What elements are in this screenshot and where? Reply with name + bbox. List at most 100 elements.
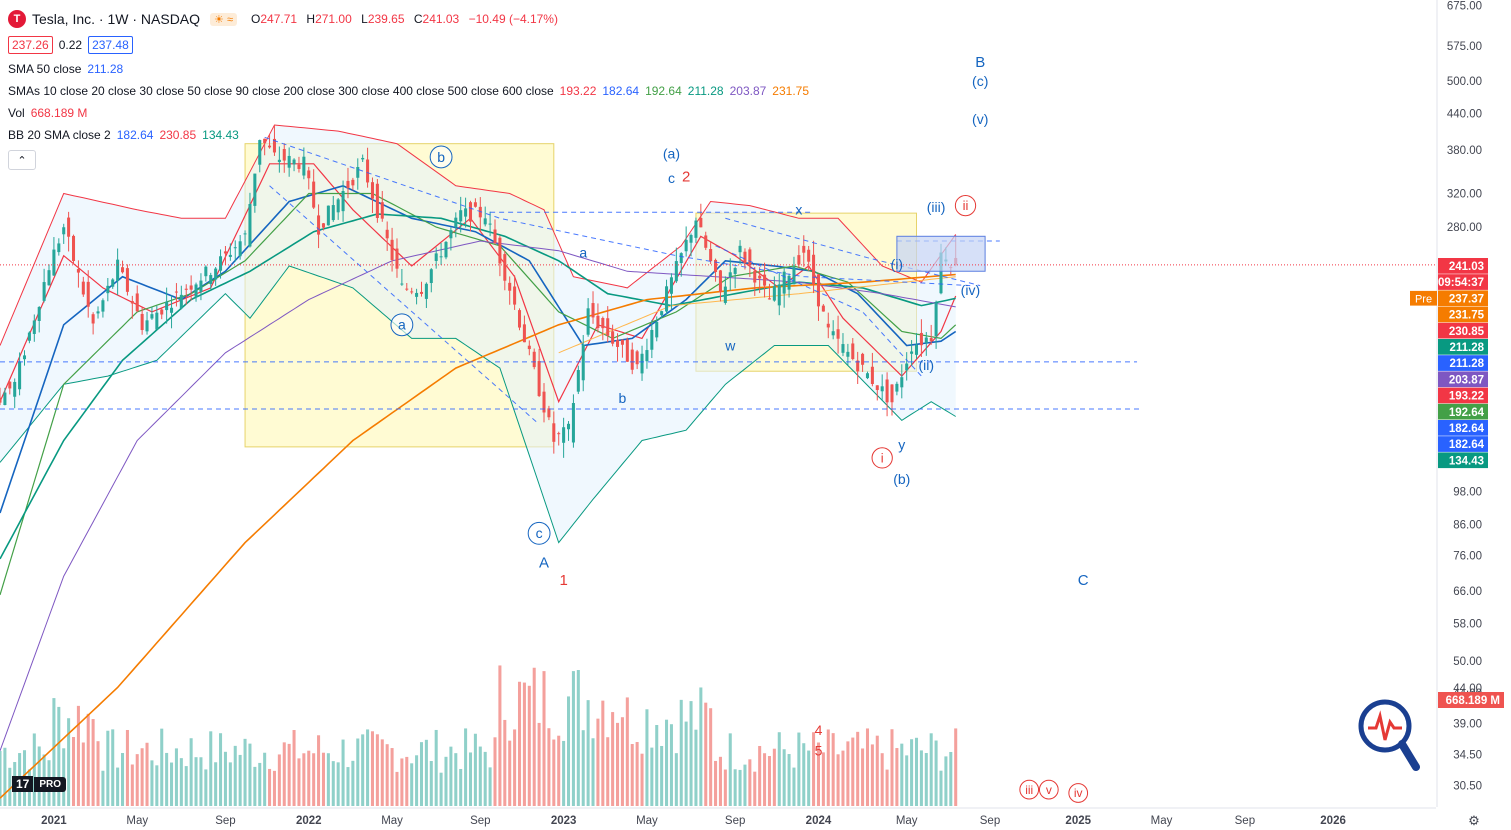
wave-label: (a) — [663, 145, 680, 161]
candle-body — [797, 255, 801, 265]
collapse-legend-button[interactable]: ⌃ — [8, 150, 36, 170]
candle-body — [772, 286, 776, 301]
volume-bar — [861, 748, 865, 806]
indicator-value: 182.64 — [116, 128, 154, 142]
volume-bar — [787, 754, 791, 806]
volume-bar — [944, 756, 948, 806]
tradingview-logo[interactable]: 17 PRO — [12, 776, 67, 792]
volume-bar — [253, 766, 257, 806]
volume-bar — [660, 745, 664, 806]
symbol-title[interactable]: Tesla, Inc. · 1W · NASDAQ — [32, 11, 201, 27]
candle-body — [870, 366, 874, 384]
time-tick-label: Sep — [725, 815, 745, 827]
wave-label: (v) — [972, 111, 988, 127]
indicator-row[interactable]: Vol 668.189 M — [8, 102, 809, 124]
candle-body — [890, 384, 894, 403]
wave-circle — [1068, 783, 1089, 803]
candle-body — [753, 270, 757, 283]
volume-bar — [488, 767, 492, 806]
volume-bar — [341, 739, 345, 806]
volume-bar — [214, 762, 218, 806]
candle-body — [841, 344, 845, 353]
price-tick-label: 30.50 — [1453, 780, 1482, 792]
volume-bar — [419, 742, 424, 806]
price-tick-label: 34.50 — [1453, 749, 1482, 761]
candle-body — [689, 234, 693, 243]
wave-circle — [871, 447, 893, 469]
buy-price-button[interactable]: 237.48 — [88, 36, 133, 54]
volume-bar — [821, 752, 825, 806]
price-tag-bg — [1438, 420, 1488, 436]
indicator-row[interactable]: SMA 50 close 211.28 — [8, 58, 809, 80]
candle-body — [763, 274, 767, 286]
volume-bar — [189, 738, 193, 806]
candle-body — [346, 180, 350, 188]
indicator-row[interactable]: BB 20 SMA close 2 182.64 230.85 134.43 — [8, 124, 809, 146]
price-tick-label: 280.00 — [1447, 222, 1482, 234]
candle-body — [532, 351, 536, 368]
volume-bars — [0, 665, 958, 806]
volume-bar — [601, 700, 605, 806]
candle-body — [591, 303, 595, 318]
wave-label: ii — [963, 198, 969, 213]
candle-body — [694, 220, 698, 238]
candle-body — [405, 288, 409, 290]
candle-body — [699, 217, 703, 228]
wave-label: c — [536, 525, 543, 541]
indicator-label: BB 20 SMA close 2 — [8, 128, 111, 142]
time-tick-label: May — [896, 815, 918, 827]
candle-body — [243, 233, 247, 235]
candle-body — [733, 268, 737, 274]
candle-body — [390, 239, 394, 260]
volume-bar — [900, 743, 904, 806]
candle-body — [170, 307, 174, 313]
indicator-row[interactable]: SMAs 10 close 20 close 30 close 50 close… — [8, 80, 809, 102]
volume-bar — [317, 735, 321, 806]
volume-bar — [812, 732, 816, 806]
volume-bar — [32, 733, 36, 806]
volume-bar — [439, 772, 443, 806]
wave-label: C — [1078, 572, 1089, 589]
volume-bar — [517, 681, 522, 806]
candle-body — [562, 427, 566, 443]
candle-body — [758, 275, 762, 279]
candle-body — [831, 331, 835, 336]
symbol-row[interactable]: T Tesla, Inc. · 1W · NASDAQ ☀ ≈ O247.71 … — [8, 8, 809, 30]
candle-body — [464, 208, 468, 217]
volume-bar — [865, 728, 870, 806]
candle-body — [204, 266, 208, 277]
candle-body — [449, 230, 453, 239]
candle-body — [71, 235, 76, 262]
market-session-icon[interactable]: ☀ ≈ — [210, 12, 238, 26]
candle-body — [885, 379, 889, 403]
price-axis[interactable]: 675.00 575.00 500.00 440.00 380.00 320.00 280.… — [1436, 0, 1482, 807]
volume-bar — [875, 735, 879, 806]
price-tag-label: 230.85 — [1449, 326, 1485, 338]
volume-bar — [699, 687, 703, 806]
time-axis[interactable]: 2021 May Sep 2022 May Sep 2023 May Sep 2024 May Sep… — [0, 807, 1480, 828]
candle-body — [424, 283, 428, 299]
candle-body — [272, 138, 276, 153]
wave-label: (iv) — [961, 282, 980, 298]
candle-body — [468, 202, 473, 222]
sell-price-button[interactable]: 237.26 — [8, 36, 53, 54]
price-tag-bg — [1438, 258, 1488, 274]
volume-bar — [356, 738, 360, 806]
volume-bar — [307, 750, 311, 806]
volume-bar — [929, 733, 933, 806]
price-tag-bg — [1438, 290, 1488, 307]
candle-body — [121, 267, 125, 273]
volume-bar — [650, 747, 654, 806]
candle-body — [125, 268, 129, 292]
volume-bar — [395, 771, 399, 806]
volume-bar — [802, 743, 806, 806]
price-tag-label: 134.43 — [1449, 455, 1484, 467]
volume-bar — [238, 754, 242, 806]
candle-body — [527, 345, 531, 350]
indicator-label: SMAs 10 close 20 close 30 close 50 close… — [8, 84, 554, 98]
volume-bar — [473, 733, 477, 806]
dashed-trendline — [269, 185, 540, 425]
candle-body — [174, 291, 178, 293]
